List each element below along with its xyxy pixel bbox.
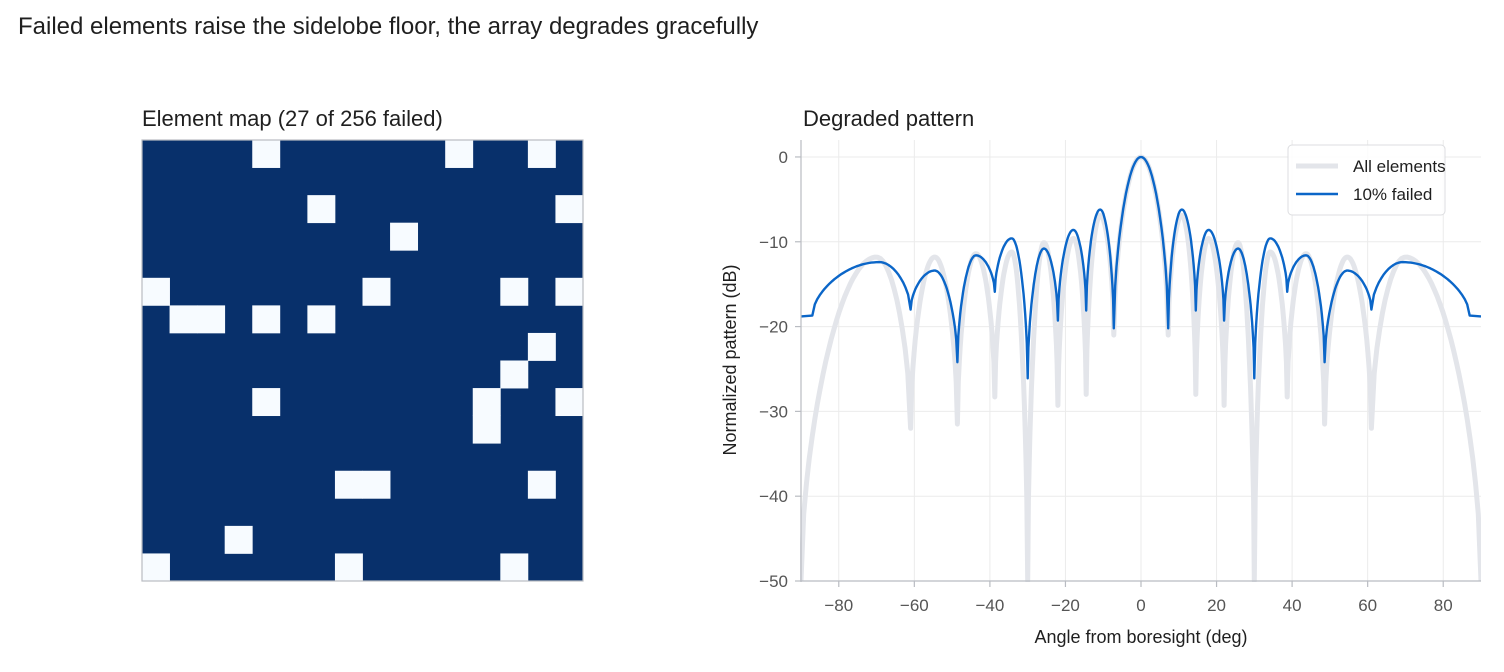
failed-element-cell [362, 277, 391, 306]
series-10pct-failed-line [800, 155, 1481, 380]
failed-element-cell [445, 140, 474, 168]
failed-element-cell [527, 332, 556, 361]
x-tick-label: 40 [1283, 596, 1302, 615]
failed-element-cell [197, 305, 226, 334]
y-axis-label: Normalized pattern (dB) [720, 264, 740, 455]
failed-element-cell [252, 305, 281, 334]
element-map-panel: Element map (27 of 256 failed) [141, 106, 584, 582]
x-tick-label: −40 [975, 596, 1004, 615]
failed-element-cell [334, 470, 363, 499]
legend-label-10pct-failed: 10% failed [1353, 185, 1432, 204]
failed-element-cell [307, 305, 336, 334]
y-tick-label: −40 [759, 487, 788, 506]
failed-element-cell [472, 388, 501, 417]
y-tick-label: −20 [759, 318, 788, 337]
failed-element-cell [142, 277, 170, 306]
x-tick-label: 20 [1207, 596, 1226, 615]
failed-element-cell [472, 415, 501, 444]
x-tick-label: 80 [1434, 596, 1453, 615]
failed-element-cell [362, 470, 391, 499]
failed-element-cell [527, 470, 556, 499]
failed-element-cell [224, 525, 253, 554]
x-axis-ticks: −80 −60 −40 −20 0 20 40 60 80 [824, 581, 1453, 615]
failed-element-cell [527, 140, 556, 168]
x-tick-label: −20 [1051, 596, 1080, 615]
element-map-title: Element map (27 of 256 failed) [142, 106, 443, 131]
failed-element-cell [142, 553, 170, 582]
y-tick-label: −50 [759, 572, 788, 591]
x-tick-label: 0 [1136, 596, 1145, 615]
failed-element-cell [390, 222, 419, 251]
figure-title: Failed elements raise the sidelobe floor… [18, 13, 758, 40]
failed-element-cell [334, 553, 363, 582]
failed-element-cell [500, 360, 529, 389]
failed-element-cell [500, 553, 529, 582]
x-axis-label: Angle from boresight (deg) [1034, 627, 1247, 647]
x-tick-label: −60 [900, 596, 929, 615]
y-tick-label: 0 [779, 148, 788, 167]
legend-label-all-elements: All elements [1353, 157, 1446, 176]
legend: All elements 10% failed [1287, 144, 1446, 216]
x-tick-label: 60 [1358, 596, 1377, 615]
failed-element-cell [252, 140, 281, 168]
failed-element-cell [169, 305, 198, 334]
failed-element-cell [307, 195, 336, 224]
y-tick-label: −10 [759, 233, 788, 252]
failed-element-cell [555, 277, 584, 306]
failed-element-cell [555, 388, 584, 417]
y-tick-label: −30 [759, 402, 788, 421]
element-map-grid [142, 140, 584, 582]
pattern-panel: Degraded pattern −80 −60 −40 −20 0 20 40 60 80 0… [720, 106, 1481, 647]
failed-element-cell [252, 388, 281, 417]
failed-element-cell [555, 195, 584, 224]
failed-element-cell [500, 277, 529, 306]
pattern-title: Degraded pattern [803, 106, 974, 131]
y-axis-ticks: 0 −10 −20 −30 −40 −50 [759, 148, 801, 591]
x-tick-label: −80 [824, 596, 853, 615]
element-map-frame [141, 139, 584, 582]
legend-box [1287, 144, 1446, 216]
